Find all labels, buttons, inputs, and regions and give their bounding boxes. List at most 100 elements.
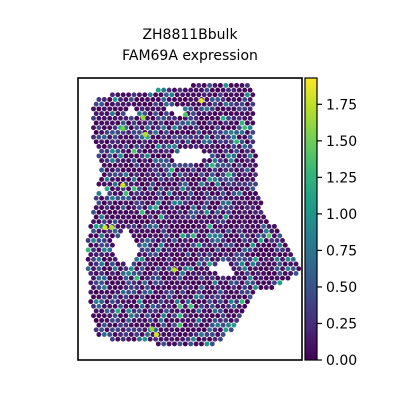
- spot: [101, 125, 107, 131]
- spot: [128, 172, 134, 178]
- spot: [177, 144, 183, 149]
- spot: [236, 303, 242, 309]
- spot: [158, 280, 164, 286]
- spot: [145, 266, 150, 272]
- spot: [185, 336, 191, 342]
- spot: [128, 144, 134, 149]
- spot: [112, 285, 118, 290]
- spot: [209, 181, 215, 187]
- spot: [253, 256, 258, 262]
- spot: [163, 92, 169, 98]
- spot: [247, 181, 253, 187]
- spot: [247, 115, 253, 121]
- spot: [161, 303, 167, 309]
- spot: [220, 256, 226, 262]
- spot: [128, 294, 134, 300]
- spot: [188, 106, 194, 112]
- spot: [134, 285, 140, 290]
- spot: [153, 280, 159, 286]
- spot: [93, 120, 99, 126]
- high-expression-spot: [109, 224, 115, 231]
- spot: [269, 228, 275, 234]
- spot: [139, 275, 145, 281]
- spot: [271, 233, 277, 239]
- spot: [226, 97, 231, 102]
- spot: [212, 111, 218, 117]
- spot: [161, 144, 167, 149]
- spot: [212, 82, 218, 88]
- spot: [234, 233, 240, 239]
- spot: [190, 139, 196, 145]
- spot: [182, 125, 188, 131]
- spot: [153, 214, 159, 220]
- spot: [263, 275, 269, 281]
- spot: [207, 233, 213, 239]
- spot: [166, 238, 172, 243]
- spot: [288, 261, 294, 267]
- spot: [231, 313, 237, 319]
- spot: [236, 191, 242, 196]
- spot: [244, 242, 250, 248]
- spot: [193, 200, 199, 206]
- spot: [155, 322, 161, 328]
- spot: [188, 256, 194, 262]
- spot: [199, 322, 204, 328]
- spot: [150, 134, 156, 140]
- spot: [142, 101, 148, 107]
- spot: [145, 332, 150, 337]
- spot: [126, 186, 132, 192]
- spot: [96, 134, 102, 140]
- spot: [228, 158, 234, 164]
- spot: [226, 162, 231, 168]
- spot: [239, 223, 245, 229]
- spot: [188, 97, 194, 102]
- spot: [166, 294, 172, 300]
- spot: [136, 252, 142, 258]
- spot: [193, 332, 199, 337]
- spot: [91, 256, 96, 262]
- spot: [215, 144, 221, 149]
- colorbar-tick-label: 1.50: [326, 134, 357, 150]
- spot: [204, 134, 210, 140]
- spot: [271, 270, 277, 276]
- spot: [139, 181, 145, 187]
- spot: [280, 256, 285, 262]
- spot: [177, 313, 183, 319]
- spot: [158, 129, 164, 135]
- spot: [177, 172, 183, 178]
- spot: [109, 242, 115, 248]
- spot: [139, 97, 145, 102]
- spot: [274, 247, 280, 253]
- spot: [120, 167, 126, 173]
- spot: [239, 82, 245, 88]
- spot: [199, 191, 204, 196]
- spot: [263, 266, 269, 272]
- spot: [85, 238, 91, 243]
- spot: [193, 275, 199, 281]
- spot: [209, 228, 215, 234]
- spot: [223, 280, 229, 286]
- spot: [147, 280, 153, 286]
- spot: [169, 158, 175, 164]
- spot: [147, 252, 153, 258]
- spot: [212, 205, 218, 211]
- spot: [242, 134, 248, 140]
- spot: [96, 303, 102, 309]
- spot: [244, 139, 250, 145]
- spot: [131, 233, 137, 239]
- spot: [158, 205, 164, 211]
- spot: [209, 341, 215, 347]
- spot: [134, 191, 140, 196]
- spot: [104, 158, 110, 164]
- spot: [99, 139, 105, 145]
- spot: [212, 280, 218, 286]
- spot: [166, 228, 172, 234]
- spot: [120, 148, 126, 154]
- spot: [190, 299, 196, 305]
- spot: [115, 139, 121, 145]
- spot: [188, 285, 194, 290]
- spot: [161, 332, 167, 337]
- spot: [147, 270, 153, 276]
- spot: [91, 219, 96, 225]
